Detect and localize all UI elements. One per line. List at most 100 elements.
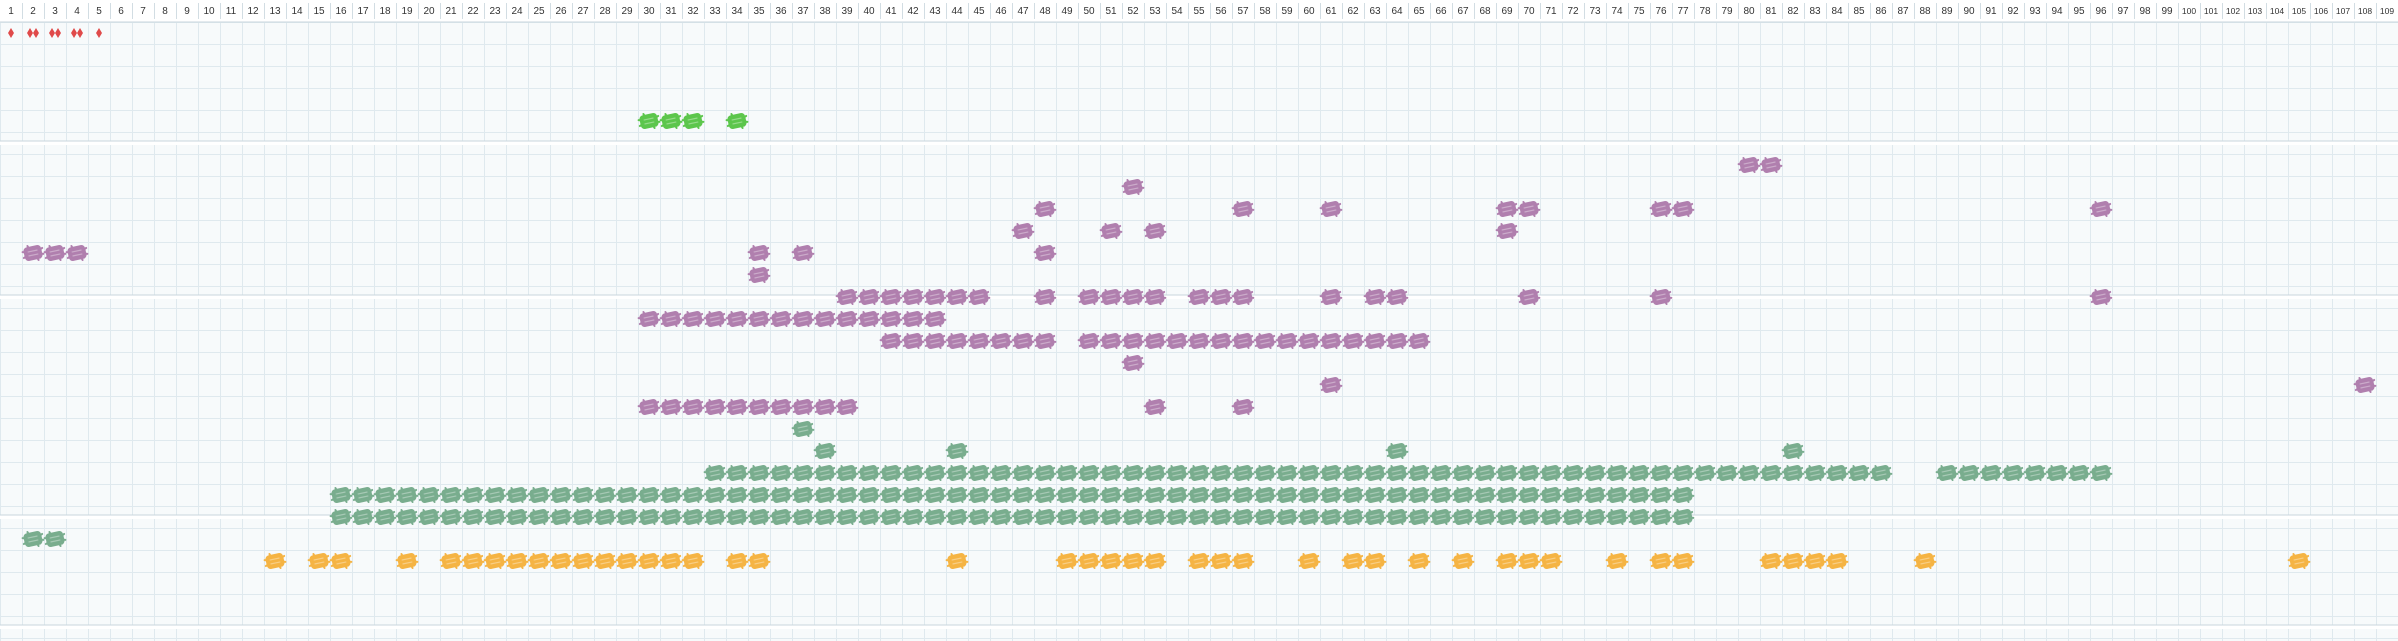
data-point-texture: [1567, 491, 1579, 499]
x-tick-label: 105: [2292, 6, 2306, 16]
data-point-edge: [747, 553, 771, 569]
x-tick-label: 109: [2380, 6, 2394, 16]
data-point: [1253, 509, 1277, 525]
data-point: [1451, 465, 1475, 481]
data-point-texture: [1457, 557, 1469, 565]
data-point-texture: [951, 337, 963, 345]
data-point-texture: [1083, 293, 1095, 301]
data-point-texture: [335, 513, 347, 521]
data-point-edge: [2023, 465, 2047, 481]
data-point-edge: [1165, 487, 1189, 503]
data-point: [967, 465, 991, 481]
data-point: [593, 487, 617, 503]
data-point-texture: [379, 513, 391, 521]
data-point-edge: [1099, 553, 1123, 569]
data-point: [1275, 509, 1299, 525]
data-point-edge: [505, 509, 529, 525]
data-point: [769, 509, 793, 525]
data-point: [1363, 487, 1387, 503]
x-tick-label: 99: [2161, 6, 2173, 17]
data-point-texture: [1853, 469, 1865, 477]
data-point-texture: [1149, 403, 1161, 411]
data-point-texture: [1303, 337, 1315, 345]
data-point-texture: [71, 249, 83, 257]
data-point-edge: [1187, 509, 1211, 525]
data-point-texture: [1963, 469, 1975, 477]
data-point-texture: [995, 491, 1007, 499]
data-point-texture: [269, 557, 281, 565]
data-point-edge: [725, 399, 749, 415]
data-point-edge: [1429, 509, 1453, 525]
data-point-edge: [703, 509, 727, 525]
data-point-texture: [489, 513, 501, 521]
data-point: [637, 553, 661, 569]
data-point-edge: [417, 509, 441, 525]
data-point-edge: [1033, 509, 1057, 525]
x-tick-label: 84: [1831, 6, 1843, 17]
data-point: [725, 553, 749, 569]
x-tick-label: 96: [2095, 6, 2107, 17]
data-point: [703, 311, 727, 327]
data-point-edge: [791, 465, 815, 481]
data-point-texture: [753, 249, 765, 257]
x-tick-label: 25: [533, 6, 545, 17]
data-point-edge: [1517, 487, 1541, 503]
data-point-edge: [1869, 465, 1893, 481]
data-point-texture: [819, 469, 831, 477]
data-point: [1341, 333, 1365, 349]
x-tick-label: 5: [96, 6, 102, 17]
data-point-texture: [1171, 513, 1183, 521]
data-point-edge: [791, 245, 815, 261]
data-point: [1253, 333, 1277, 349]
data-point: [96, 28, 102, 38]
data-point-texture: [1061, 491, 1073, 499]
data-point-edge: [571, 509, 595, 525]
data-point-texture: [1325, 513, 1337, 521]
data-point-edge: [1121, 553, 1145, 569]
x-tick-label: 17: [357, 6, 369, 17]
data-point: [1209, 465, 1233, 481]
x-tick-label: 23: [489, 6, 501, 17]
data-point-edge: [1209, 487, 1233, 503]
data-point: [439, 509, 463, 525]
data-point: [1275, 487, 1299, 503]
data-point: [395, 553, 419, 569]
data-point: [703, 487, 727, 503]
data-point-edge: [1385, 465, 1409, 481]
x-tick-label: 13: [269, 6, 281, 17]
data-point-edge: [527, 487, 551, 503]
data-point-edge: [725, 509, 749, 525]
data-point: [1781, 465, 1805, 481]
data-point: [659, 113, 683, 129]
data-point-texture: [687, 403, 699, 411]
data-point: [945, 553, 969, 569]
data-point-texture: [753, 469, 765, 477]
x-tick-label: 16: [335, 6, 347, 17]
data-point-edge: [813, 399, 837, 415]
data-point-edge: [1341, 487, 1365, 503]
data-point-edge: [681, 113, 705, 129]
data-point-texture: [1215, 293, 1227, 301]
data-point: [1473, 487, 1497, 503]
data-point-edge: [21, 245, 45, 261]
data-point: [791, 311, 815, 327]
data-point-texture: [907, 513, 919, 521]
data-point-edge: [1825, 465, 1849, 481]
data-point-texture: [841, 469, 853, 477]
data-point: [1099, 509, 1123, 525]
data-point-edge: [923, 289, 947, 305]
data-point: [681, 553, 705, 569]
data-point-texture: [951, 557, 963, 565]
data-point: [857, 465, 881, 481]
data-point: [1407, 487, 1431, 503]
data-point-texture: [1215, 337, 1227, 345]
x-axis-header: 1 2 3 4 5 6 7 8 9 10 11 12 13 14 15 16 17 18 19 20 21 22 23 24 2…: [0, 0, 2398, 23]
data-point: [1143, 289, 1167, 305]
data-point: [1187, 333, 1211, 349]
data-point-edge: [1011, 509, 1035, 525]
data-point-texture: [1347, 513, 1359, 521]
data-point-edge: [329, 487, 353, 503]
data-point-edge: [1011, 333, 1035, 349]
data-point-texture: [731, 469, 743, 477]
